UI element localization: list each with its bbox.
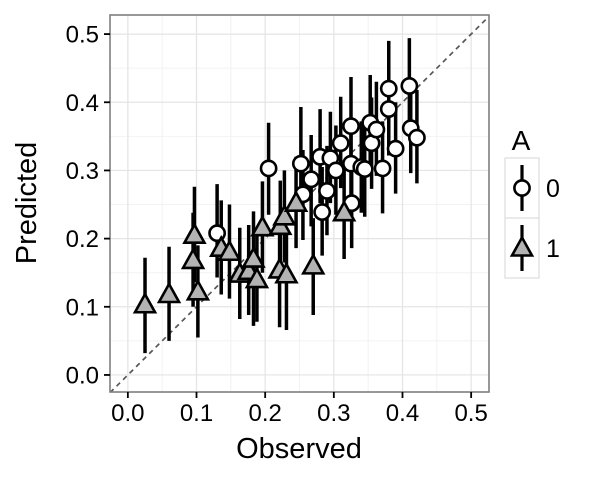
data-points (132, 77, 426, 314)
point-triangle (182, 222, 207, 245)
y-tick-label: 0.2 (66, 226, 99, 253)
point-triangle (132, 291, 158, 314)
point-circle (342, 117, 360, 136)
point-triangle (331, 199, 357, 222)
x-tick-label: 0.3 (317, 400, 350, 427)
y-tick-label: 0.5 (66, 22, 99, 49)
x-axis-title: Observed (236, 433, 362, 465)
gridlines-major (110, 15, 489, 392)
point-circle (379, 100, 398, 118)
point-circle (291, 154, 310, 173)
x-tick-label: 0.0 (111, 400, 144, 427)
legend-key-triangle: 1 (504, 217, 560, 279)
legend-circle-glyph (513, 179, 531, 197)
legend-label-1: 1 (546, 235, 560, 263)
point-triangle (156, 281, 182, 304)
x-tick-label: 0.5 (454, 400, 487, 427)
x-tick-label: 0.1 (180, 400, 213, 427)
point-circle (313, 203, 332, 221)
point-triangle (274, 261, 299, 284)
y-tick-label: 0.4 (66, 90, 99, 117)
point-circle (408, 128, 426, 147)
point-triangle (301, 252, 326, 275)
point-circle (318, 181, 336, 200)
point-circle (367, 120, 386, 139)
point-triangle (272, 203, 297, 226)
y-tick-label: 0.1 (66, 294, 99, 321)
legend-label-0: 0 (546, 175, 560, 203)
y-axis-title: Predicted (11, 142, 43, 265)
axis-ticks (104, 33, 473, 398)
x-tick-label: 0.4 (386, 400, 419, 427)
point-circle (373, 159, 392, 178)
panel-border (109, 14, 490, 393)
y-tick-label: 0.3 (66, 158, 99, 185)
point-triangle (217, 239, 242, 262)
point-circle (400, 77, 419, 95)
point-triangle (180, 247, 206, 270)
point-circle (386, 139, 405, 158)
legend: A 0 1 (504, 125, 560, 279)
point-triangle (283, 189, 309, 212)
point-triangle (244, 266, 270, 289)
point-circle (379, 79, 398, 98)
point-circle (326, 161, 345, 180)
point-triangle (241, 245, 266, 268)
y-tick-label: 0.0 (66, 362, 99, 389)
legend-key-circle: 0 (504, 157, 560, 219)
point-circle (302, 170, 321, 189)
point-circle (259, 159, 278, 178)
x-tick-label: 0.2 (248, 400, 281, 427)
axis-tick-labels: 0.0 0.1 0.2 0.3 0.4 0.5 0.0 0.1 0.2 0.3 0.4 0.5 (66, 22, 488, 427)
legend-triangle-glyph (509, 234, 535, 257)
point-circle (355, 160, 374, 178)
legend-title: A (512, 125, 531, 156)
point-circle (331, 134, 350, 153)
point-triangle (185, 278, 211, 301)
point-triangle (250, 214, 275, 237)
